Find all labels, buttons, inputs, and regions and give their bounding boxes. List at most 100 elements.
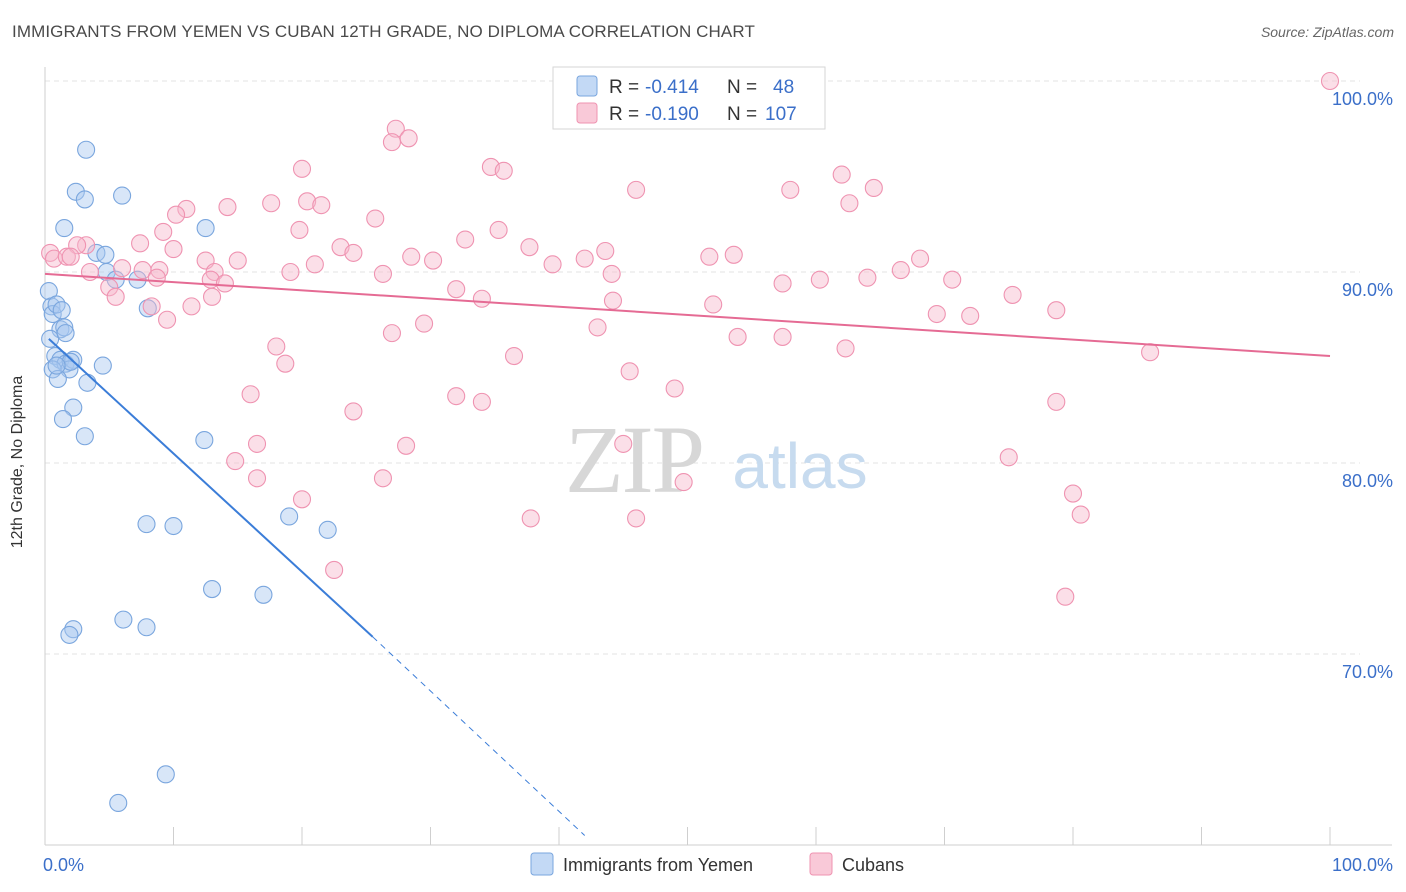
cubans-point (543, 255, 562, 274)
cubans-point (281, 262, 300, 282)
legend-label-cuba: Cubans (842, 855, 904, 875)
yemen-point (43, 304, 62, 324)
cubans-point (627, 509, 646, 528)
cubans-point (1056, 587, 1075, 606)
legend-swatch-yemen (530, 852, 554, 876)
cubans-point (520, 238, 539, 257)
yemen-point (96, 245, 115, 264)
cubans-point (147, 268, 166, 287)
stats-r-label-yemen: R = (609, 77, 639, 98)
cubans-point (182, 297, 201, 316)
cubans-point (943, 270, 962, 289)
cubans-point (344, 243, 363, 262)
cubans-point (840, 194, 859, 213)
cubans-point (382, 133, 402, 152)
cubans-point (588, 318, 607, 337)
cubans-point (415, 314, 434, 333)
yemen-series (39, 140, 337, 813)
cubans-point (158, 310, 177, 329)
cubans-point (773, 327, 792, 346)
stats-n-label-cuba: N = (727, 104, 757, 125)
cubans-point (397, 436, 416, 455)
cubans-point (999, 448, 1018, 467)
cubans-point (489, 220, 508, 240)
cubans-point (911, 249, 930, 268)
stats-box: R = -0.414 N = 48 R = -0.190 N = 107 (552, 66, 826, 130)
yemen-point (75, 190, 94, 209)
cubans-point (1063, 484, 1083, 503)
yemen-point (39, 282, 58, 301)
x-tick-label: 100.0% (1332, 855, 1393, 875)
source-credit: Source: ZipAtlas.com (1260, 24, 1394, 40)
tick-labels: 70.0% 80.0% 90.0% 100.0% 0.0% 100.0% (43, 89, 1393, 875)
cubans-point (1003, 285, 1022, 304)
cubans-point (504, 346, 524, 366)
cubans-point (700, 247, 719, 266)
cubans-point (382, 324, 402, 343)
yemen-point (55, 219, 74, 238)
stats-swatch-yemen (576, 75, 598, 97)
cubans-point (424, 251, 443, 270)
yemen-point (47, 356, 66, 375)
cubans-point (627, 180, 646, 199)
cubans-point (891, 261, 910, 280)
cubans-point (386, 119, 405, 138)
cubans-point (312, 196, 331, 215)
cubans-point (810, 270, 829, 289)
cubans-point (1141, 343, 1160, 362)
cubans-point (177, 199, 196, 219)
cubans-point (864, 178, 883, 198)
cubans-point (596, 241, 615, 261)
cubans-point (106, 287, 125, 306)
cubans-point (262, 194, 281, 213)
trend-lines (44, 272, 1331, 836)
yemen-point (280, 507, 299, 526)
legend-label-yemen: Immigrants from Yemen (563, 855, 753, 875)
cubans-point (276, 354, 295, 373)
yemen-point (61, 352, 80, 371)
y-tick-label: 90.0% (1342, 280, 1393, 300)
axes (44, 67, 1392, 846)
cubans-point (832, 165, 851, 184)
cubans-point (241, 385, 260, 404)
yemen-point (53, 410, 73, 429)
yemen-point (56, 324, 75, 343)
cubans-point (402, 247, 421, 266)
yemen-point (48, 369, 67, 389)
cubans-point (325, 560, 344, 580)
stats-r-label-cuba: R = (609, 104, 639, 125)
stats-n-value-yemen: 48 (773, 77, 794, 98)
yemen-point (318, 520, 337, 539)
cubans-point (113, 259, 132, 278)
cubans-point (68, 236, 87, 255)
cubans-point (603, 291, 623, 310)
cubans-point (61, 247, 80, 266)
yemen-point (87, 243, 106, 262)
cubans-point (164, 240, 183, 259)
yemen-point (78, 373, 97, 392)
cubans-point (472, 392, 491, 411)
cubans-point (614, 434, 633, 453)
cubans-point (858, 268, 877, 287)
cubans-point (1047, 301, 1066, 320)
yemen-trend-extension (372, 636, 586, 836)
cubans-point (1047, 392, 1066, 411)
grid-lines (45, 80, 1360, 655)
y-tick-label: 80.0% (1342, 471, 1393, 491)
cubans-point (247, 434, 267, 453)
cubans-point (1320, 71, 1340, 91)
cubans-point (521, 509, 540, 528)
stats-swatch-cuba (576, 102, 598, 124)
cubans-point (728, 327, 747, 346)
yemen-point (254, 585, 273, 604)
yemen-point (109, 793, 128, 813)
legend: Immigrants from Yemen Cubans (530, 852, 904, 876)
cubans-point (247, 469, 267, 488)
cubans-point (290, 220, 309, 240)
cubans-point (218, 198, 237, 217)
cubans-point (298, 192, 317, 211)
yemen-point (156, 765, 175, 784)
yemen-point (164, 516, 183, 536)
cubans-point (167, 205, 186, 224)
stats-r-value-cuba: -0.190 (645, 104, 699, 125)
